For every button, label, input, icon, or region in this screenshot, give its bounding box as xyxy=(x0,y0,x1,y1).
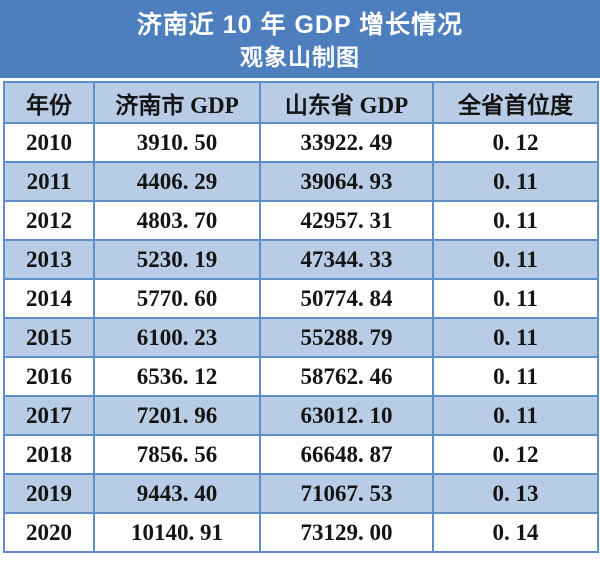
primacy-cell: 0. 12 xyxy=(432,122,599,163)
jinan-gdp-cell: 3910. 50 xyxy=(93,122,261,163)
table-row: 2015 6100. 23 55288. 79 0. 11 xyxy=(3,317,599,358)
primacy-cell: 0. 11 xyxy=(432,317,599,358)
jinan-gdp-cell: 6100. 23 xyxy=(93,317,261,358)
jinan-gdp-cell: 7201. 96 xyxy=(93,395,261,436)
table-row: 2013 5230. 19 47344. 33 0. 11 xyxy=(3,239,599,280)
page-title: 济南近 10 年 GDP 增长情况 xyxy=(136,11,464,39)
primacy-cell: 0. 11 xyxy=(432,395,599,436)
jinan-gdp-cell: 10140. 91 xyxy=(93,512,261,553)
year-cell: 2018 xyxy=(3,434,95,475)
column-header-shandong-gdp: 山东省 GDP xyxy=(259,81,434,124)
jinan-gdp-cell: 5770. 60 xyxy=(93,278,261,319)
shandong-gdp-cell: 63012. 10 xyxy=(259,395,434,436)
jinan-gdp-cell: 7856. 56 xyxy=(93,434,261,475)
table-row: 2016 6536. 12 58762. 46 0. 11 xyxy=(3,356,599,397)
primacy-cell: 0. 14 xyxy=(432,512,599,553)
gdp-data-table: 年份 济南市 GDP 山东省 GDP 全省首位度 2010 3910. 50 3… xyxy=(3,81,599,553)
jinan-gdp-cell: 9443. 40 xyxy=(93,473,261,514)
column-header-year: 年份 xyxy=(3,81,95,124)
year-cell: 2019 xyxy=(3,473,95,514)
primacy-cell: 0. 11 xyxy=(432,239,599,280)
year-cell: 2012 xyxy=(3,200,95,241)
primacy-cell: 0. 11 xyxy=(432,278,599,319)
shandong-gdp-cell: 58762. 46 xyxy=(259,356,434,397)
year-cell: 2010 xyxy=(3,122,95,163)
chart-credit-subtitle: 观象山制图 xyxy=(240,44,360,70)
table-row: 2012 4803. 70 42957. 31 0. 11 xyxy=(3,200,599,241)
shandong-gdp-cell: 55288. 79 xyxy=(259,317,434,358)
table-row: 2017 7201. 96 63012. 10 0. 11 xyxy=(3,395,599,436)
year-cell: 2011 xyxy=(3,161,95,202)
primacy-cell: 0. 13 xyxy=(432,473,599,514)
column-header-jinan-gdp: 济南市 GDP xyxy=(93,81,261,124)
year-cell: 2020 xyxy=(3,512,95,553)
jinan-gdp-cell: 4406. 29 xyxy=(93,161,261,202)
title-banner: 济南近 10 年 GDP 增长情况 观象山制图 xyxy=(0,0,600,78)
jinan-gdp-cell: 4803. 70 xyxy=(93,200,261,241)
year-cell: 2016 xyxy=(3,356,95,397)
table-row: 2020 10140. 91 73129. 00 0. 14 xyxy=(3,512,599,553)
primacy-cell: 0. 11 xyxy=(432,356,599,397)
header-row: 年份 济南市 GDP 山东省 GDP 全省首位度 xyxy=(3,81,599,124)
year-cell: 2017 xyxy=(3,395,95,436)
primacy-cell: 0. 11 xyxy=(432,161,599,202)
shandong-gdp-cell: 42957. 31 xyxy=(259,200,434,241)
shandong-gdp-cell: 50774. 84 xyxy=(259,278,434,319)
primacy-cell: 0. 11 xyxy=(432,200,599,241)
table-row: 2010 3910. 50 33922. 49 0. 12 xyxy=(3,122,599,163)
shandong-gdp-cell: 66648. 87 xyxy=(259,434,434,475)
column-header-primacy: 全省首位度 xyxy=(432,81,599,124)
shandong-gdp-cell: 39064. 93 xyxy=(259,161,434,202)
table-row: 2011 4406. 29 39064. 93 0. 11 xyxy=(3,161,599,202)
shandong-gdp-cell: 33922. 49 xyxy=(259,122,434,163)
jinan-gdp-cell: 5230. 19 xyxy=(93,239,261,280)
jinan-gdp-cell: 6536. 12 xyxy=(93,356,261,397)
table-row: 2019 9443. 40 71067. 53 0. 13 xyxy=(3,473,599,514)
primacy-cell: 0. 12 xyxy=(432,434,599,475)
year-cell: 2014 xyxy=(3,278,95,319)
table-row: 2014 5770. 60 50774. 84 0. 11 xyxy=(3,278,599,319)
shandong-gdp-cell: 73129. 00 xyxy=(259,512,434,553)
shandong-gdp-cell: 47344. 33 xyxy=(259,239,434,280)
table-row: 2018 7856. 56 66648. 87 0. 12 xyxy=(3,434,599,475)
year-cell: 2015 xyxy=(3,317,95,358)
year-cell: 2013 xyxy=(3,239,95,280)
shandong-gdp-cell: 71067. 53 xyxy=(259,473,434,514)
